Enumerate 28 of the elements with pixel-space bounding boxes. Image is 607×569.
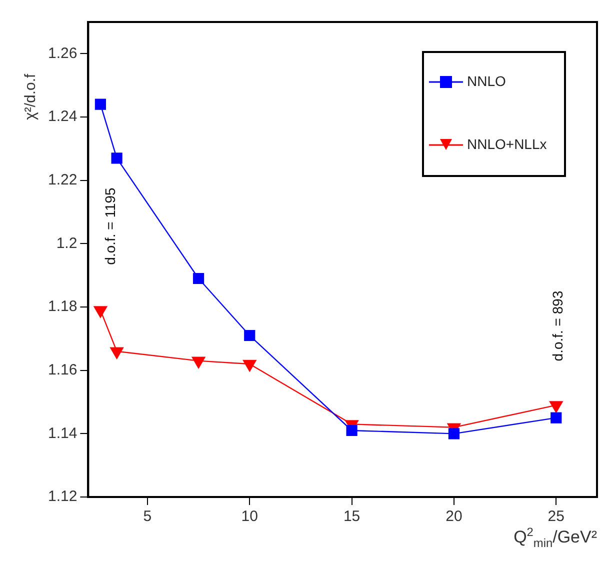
point xyxy=(110,347,124,359)
legend-label: NNLO+NLLx xyxy=(467,136,547,152)
x-tick-label: 20 xyxy=(446,508,462,526)
x-tick-label: 25 xyxy=(548,508,564,526)
y-tick-label: 1.14 xyxy=(48,424,78,442)
point xyxy=(94,306,108,318)
point xyxy=(192,356,206,368)
annotation: d.o.f. = 1195 xyxy=(102,187,118,265)
point xyxy=(242,360,256,372)
x-tick-label: 15 xyxy=(343,508,360,526)
x-tick-label: 10 xyxy=(241,508,258,526)
x-tick-label: 5 xyxy=(143,508,152,526)
y-tick-label: 1.18 xyxy=(48,298,78,316)
x-axis-title: Q$^{2}$$_{min}$/GeV² xyxy=(514,525,597,550)
point xyxy=(94,98,106,110)
point xyxy=(192,272,204,284)
y-tick-label: 1.26 xyxy=(48,44,78,62)
annotation: d.o.f. = 893 xyxy=(550,290,566,362)
y-tick-label: 1.16 xyxy=(48,361,78,378)
y-tick-label: 1.22 xyxy=(48,171,78,188)
y-tick-label: 1.24 xyxy=(48,108,78,126)
legend-label: NNLO xyxy=(467,72,506,89)
y-tick-label: 1.12 xyxy=(48,488,78,506)
point xyxy=(244,330,256,342)
point xyxy=(111,152,122,164)
y-axis-title: χ²/d.o.f xyxy=(22,74,39,120)
point xyxy=(549,401,563,413)
y-tick-label: 1.2 xyxy=(56,234,78,252)
